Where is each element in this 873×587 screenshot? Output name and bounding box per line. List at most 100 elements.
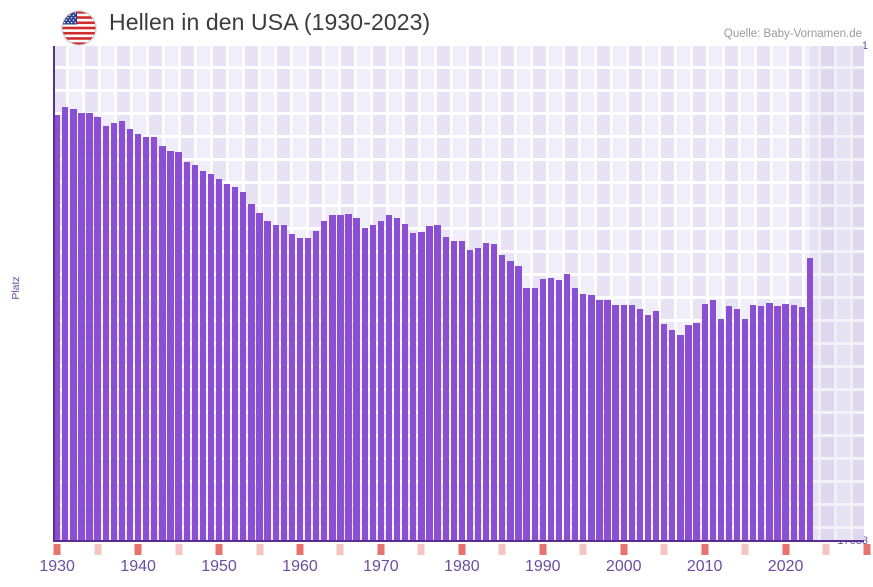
bar-1997[interactable] xyxy=(596,300,603,542)
bar-2017[interactable] xyxy=(758,306,765,542)
bar-1989[interactable] xyxy=(531,287,538,542)
bar-1936[interactable] xyxy=(102,126,109,542)
bar-2014[interactable] xyxy=(733,308,741,542)
bar-1985[interactable] xyxy=(499,254,506,542)
bar-1950[interactable] xyxy=(215,178,223,542)
bar-1949[interactable] xyxy=(207,173,215,542)
bar-1996[interactable] xyxy=(588,295,595,542)
bar-2004[interactable] xyxy=(652,311,660,542)
bar-2005[interactable] xyxy=(661,323,668,542)
bar-1951[interactable] xyxy=(223,183,231,542)
bar-1935[interactable] xyxy=(94,117,101,542)
bar-1942[interactable] xyxy=(151,136,158,542)
bar-2003[interactable] xyxy=(644,314,652,542)
bar-1990[interactable] xyxy=(539,279,546,542)
bar-1999[interactable] xyxy=(612,305,619,542)
bar-1946[interactable] xyxy=(183,162,190,542)
bar-2008[interactable] xyxy=(685,325,692,542)
bar-1939[interactable] xyxy=(126,128,134,542)
bar-1974[interactable] xyxy=(410,233,417,542)
bar-1963[interactable] xyxy=(321,221,328,542)
bar-1993[interactable] xyxy=(563,273,571,542)
bar-1971[interactable] xyxy=(385,215,393,542)
bar-1957[interactable] xyxy=(272,224,279,542)
bar-1995[interactable] xyxy=(580,294,587,542)
bar-2021[interactable] xyxy=(790,304,797,542)
bar-2001[interactable] xyxy=(628,304,635,542)
bar-1934[interactable] xyxy=(86,113,93,542)
bar-2010[interactable] xyxy=(701,303,708,542)
bar-1933[interactable] xyxy=(78,113,85,542)
bar-2018[interactable] xyxy=(766,303,773,542)
bar-1952[interactable] xyxy=(232,186,239,542)
bar-2019[interactable] xyxy=(774,305,781,542)
bar-1981[interactable] xyxy=(466,249,474,542)
bar-1943[interactable] xyxy=(159,146,166,542)
bar-1960[interactable] xyxy=(296,238,304,542)
bar-1987[interactable] xyxy=(515,265,522,542)
bar-1959[interactable] xyxy=(288,234,296,542)
bar-1938[interactable] xyxy=(118,121,126,542)
bar-1983[interactable] xyxy=(482,243,490,542)
bar-1958[interactable] xyxy=(280,224,287,542)
bar-1940[interactable] xyxy=(134,134,142,542)
bar-1967[interactable] xyxy=(353,217,360,542)
bar-1930[interactable] xyxy=(54,115,61,542)
bar-1944[interactable] xyxy=(167,150,174,542)
bar-2015[interactable] xyxy=(741,318,749,542)
bar-1947[interactable] xyxy=(191,164,198,542)
bar-1965[interactable] xyxy=(337,215,344,542)
bar-1976[interactable] xyxy=(426,226,433,542)
bar-2020[interactable] xyxy=(782,303,789,542)
bar-2009[interactable] xyxy=(693,322,700,542)
bar-1969[interactable] xyxy=(369,224,376,542)
bar-1968[interactable] xyxy=(361,227,368,542)
bar-1941[interactable] xyxy=(143,136,150,542)
bar-1953[interactable] xyxy=(240,191,247,542)
bar-1956[interactable] xyxy=(264,221,271,542)
x-tickmark-2020 xyxy=(782,544,790,555)
bar-1962[interactable] xyxy=(313,230,320,542)
bar-1932[interactable] xyxy=(70,109,77,542)
bar-1955[interactable] xyxy=(256,212,263,542)
bar-2023[interactable] xyxy=(806,257,814,542)
bar-1966[interactable] xyxy=(345,214,352,542)
bar-1994[interactable] xyxy=(572,288,579,542)
bar-2002[interactable] xyxy=(636,309,644,542)
x-tick-label-1930: 1930 xyxy=(39,558,75,575)
x-tickmark-1945 xyxy=(175,544,183,555)
bar-2000[interactable] xyxy=(620,304,627,542)
bar-1977[interactable] xyxy=(434,224,441,542)
x-tickmark-1930 xyxy=(53,544,61,555)
bar-1945[interactable] xyxy=(175,152,182,542)
bar-1998[interactable] xyxy=(604,300,611,542)
bar-1961[interactable] xyxy=(304,238,312,542)
bar-1982[interactable] xyxy=(474,247,482,542)
bar-1937[interactable] xyxy=(110,123,117,542)
bar-1992[interactable] xyxy=(555,280,563,542)
bar-1972[interactable] xyxy=(393,218,401,542)
bar-1931[interactable] xyxy=(62,107,69,542)
bar-1986[interactable] xyxy=(507,261,514,542)
bar-1973[interactable] xyxy=(402,224,409,542)
bar-1954[interactable] xyxy=(248,203,255,542)
bar-2012[interactable] xyxy=(717,319,724,542)
bar-1978[interactable] xyxy=(442,236,449,542)
bar-1948[interactable] xyxy=(199,170,206,542)
bar-1975[interactable] xyxy=(418,232,425,542)
bar-1979[interactable] xyxy=(450,241,457,542)
bar-1991[interactable] xyxy=(547,277,555,542)
bar-1980[interactable] xyxy=(458,240,465,542)
bar-2011[interactable] xyxy=(709,300,716,542)
x-tickmark-2000 xyxy=(620,544,628,555)
bar-2013[interactable] xyxy=(725,305,733,542)
bar-1964[interactable] xyxy=(329,215,336,542)
bar-1988[interactable] xyxy=(523,287,530,542)
bar-2007[interactable] xyxy=(677,335,684,542)
bar-2022[interactable] xyxy=(798,307,805,542)
bar-1970[interactable] xyxy=(377,221,385,542)
x-tickmark-2015 xyxy=(741,544,749,555)
bar-1984[interactable] xyxy=(491,243,498,542)
bar-2006[interactable] xyxy=(669,330,676,542)
bar-2016[interactable] xyxy=(750,304,757,542)
